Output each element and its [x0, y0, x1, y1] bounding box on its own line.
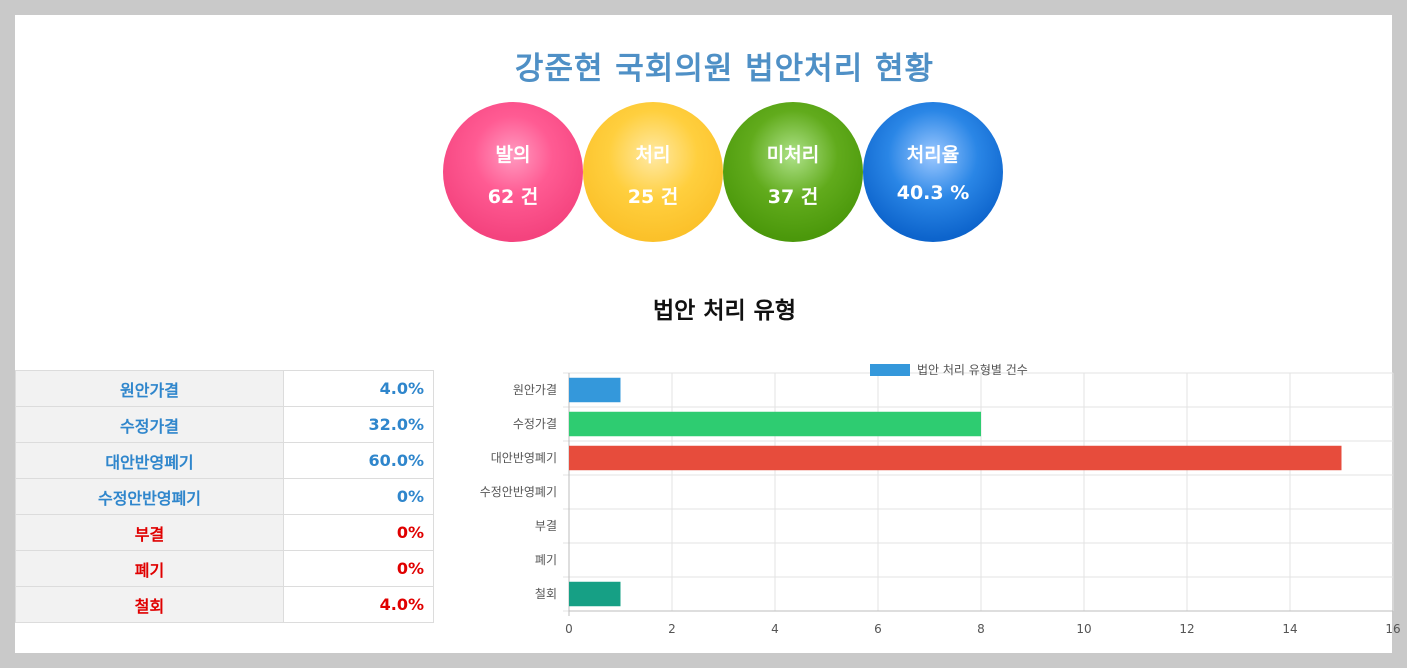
summary-proposed-value: 62 건	[487, 186, 539, 208]
table-row: 대안반영폐기 60.0%	[15, 442, 434, 479]
x-tick-label: 10	[1076, 622, 1091, 636]
table-row-label: 대안반영폐기	[15, 442, 284, 479]
y-tick-label: 부결	[535, 519, 557, 533]
table-row-value: 0%	[283, 550, 434, 587]
table-row: 철회 4.0%	[15, 586, 434, 623]
summary-unprocessed: 미처리 37 건	[723, 102, 863, 242]
table-row: 원안가결 4.0%	[15, 370, 434, 407]
table-row: 폐기 0%	[15, 550, 434, 587]
summary-processed-label: 처리	[635, 144, 671, 166]
x-tick-label: 8	[977, 622, 985, 636]
y-tick-label: 철회	[535, 587, 557, 601]
x-tick-label: 4	[771, 622, 779, 636]
summary-rate-value: 40.3 %	[896, 182, 970, 204]
table-row-label: 부결	[15, 514, 284, 551]
table-row-label: 수정안반영폐기	[15, 478, 284, 515]
x-tick-label: 0	[565, 622, 573, 636]
table-row-value: 4.0%	[283, 586, 434, 623]
legend-label: 법안 처리 유형별 건수	[917, 363, 1028, 377]
table-row-value: 32.0%	[283, 406, 434, 443]
table-row-value: 4.0%	[283, 370, 434, 407]
summary-processed-value: 25 건	[627, 186, 679, 208]
bar	[569, 377, 621, 403]
table-row-label: 철회	[15, 586, 284, 623]
table-row: 부결 0%	[15, 514, 434, 551]
x-tick-label: 2	[668, 622, 676, 636]
y-tick-label: 폐기	[535, 553, 557, 567]
bar	[569, 411, 981, 437]
summary-processed: 처리 25 건	[583, 102, 723, 242]
x-tick-label: 6	[874, 622, 882, 636]
table-row: 수정안반영폐기 0%	[15, 478, 434, 515]
y-tick-label: 원안가결	[513, 383, 557, 397]
table-row-label: 수정가결	[15, 406, 284, 443]
x-tick-label: 14	[1282, 622, 1297, 636]
table-row: 수정가결 32.0%	[15, 406, 434, 443]
x-tick-label: 12	[1179, 622, 1194, 636]
table-row-value: 0%	[283, 478, 434, 515]
summary-proposed-label: 발의	[495, 144, 531, 166]
main-panel: 강준현 국회의원 법안처리 현황 발의 62 건 처리 25 건 미처리 37 …	[15, 15, 1401, 653]
table-row-label: 폐기	[15, 550, 284, 587]
summary-proposed: 발의 62 건	[443, 102, 583, 242]
summary-unprocessed-value: 37 건	[767, 186, 819, 208]
table-row-value: 0%	[283, 514, 434, 551]
legend-swatch	[870, 364, 910, 376]
summary-unprocessed-label: 미처리	[766, 144, 820, 166]
y-tick-label: 대안반영폐기	[491, 451, 557, 465]
summary-rate: 처리율 40.3 %	[863, 102, 1003, 242]
summary-rate-label: 처리율	[906, 144, 960, 166]
page-title: 강준현 국회의원 법안처리 현황	[514, 51, 935, 87]
table-row-label: 원안가결	[15, 370, 284, 407]
y-tick-label: 수정안반영폐기	[480, 485, 557, 499]
x-tick-label: 16	[1385, 622, 1400, 636]
y-tick-label: 수정가결	[513, 417, 557, 431]
section-title: 법안 처리 유형	[653, 298, 796, 324]
bar	[569, 445, 1342, 471]
type-ratio-table: 원안가결 4.0% 수정가결 32.0% 대안반영폐기 60.0% 수정안반영폐기 0% 부결 0…	[15, 370, 434, 623]
bar	[569, 581, 621, 607]
table-row-value: 60.0%	[283, 442, 434, 479]
summary-circles: 발의 62 건 처리 25 건 미처리 37 건 처리율 40.3 %	[443, 102, 1043, 247]
